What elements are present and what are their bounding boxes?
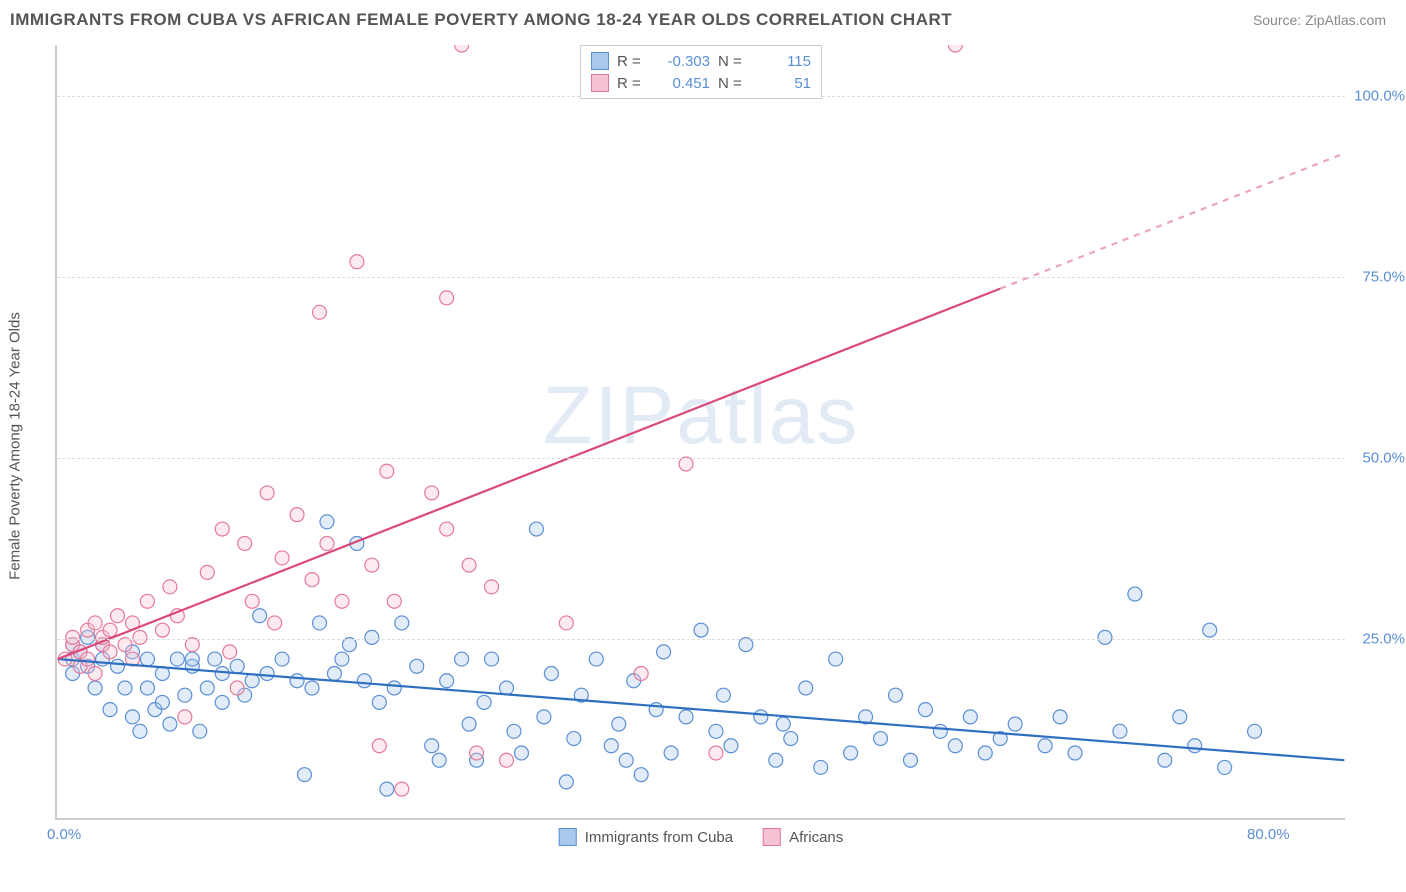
swatch-africans	[591, 74, 609, 92]
r-label: R =	[617, 75, 647, 92]
r-label: R =	[617, 53, 647, 70]
legend-label-cuba: Immigrants from Cuba	[585, 829, 733, 846]
x-tick-label: 80.0%	[1247, 826, 1290, 843]
source-prefix: Source:	[1253, 12, 1305, 28]
x-tick-label: 0.0%	[47, 826, 81, 843]
legend-label-africans: Africans	[789, 829, 843, 846]
y-tick-label: 25.0%	[1362, 630, 1405, 647]
chart-title: IMMIGRANTS FROM CUBA VS AFRICAN FEMALE P…	[10, 10, 952, 30]
n-value-cuba: 115	[756, 53, 811, 70]
y-tick-label: 100.0%	[1354, 87, 1405, 104]
n-value-africans: 51	[756, 75, 811, 92]
swatch-cuba-icon	[559, 828, 577, 846]
r-value-africans: 0.451	[655, 75, 710, 92]
legend-item-africans: Africans	[763, 828, 843, 846]
scatter-svg	[57, 45, 1345, 818]
source-attribution: Source: ZipAtlas.com	[1253, 12, 1386, 28]
legend-item-cuba: Immigrants from Cuba	[559, 828, 733, 846]
legend-row-cuba: R = -0.303 N = 115	[591, 50, 811, 72]
legend-row-africans: R = 0.451 N = 51	[591, 72, 811, 94]
n-label: N =	[718, 75, 748, 92]
y-tick-label: 75.0%	[1362, 268, 1405, 285]
swatch-cuba	[591, 52, 609, 70]
r-value-cuba: -0.303	[655, 53, 710, 70]
n-label: N =	[718, 53, 748, 70]
y-axis-title: Female Poverty Among 18-24 Year Olds	[7, 312, 24, 580]
source-name: ZipAtlas.com	[1305, 12, 1386, 28]
series-legend: Immigrants from Cuba Africans	[559, 828, 844, 846]
chart-plot-area: ZIPatlas R = -0.303 N = 115 R = 0.451 N …	[55, 45, 1345, 820]
swatch-africans-icon	[763, 828, 781, 846]
correlation-legend: R = -0.303 N = 115 R = 0.451 N = 51	[580, 45, 822, 99]
y-tick-label: 50.0%	[1362, 449, 1405, 466]
